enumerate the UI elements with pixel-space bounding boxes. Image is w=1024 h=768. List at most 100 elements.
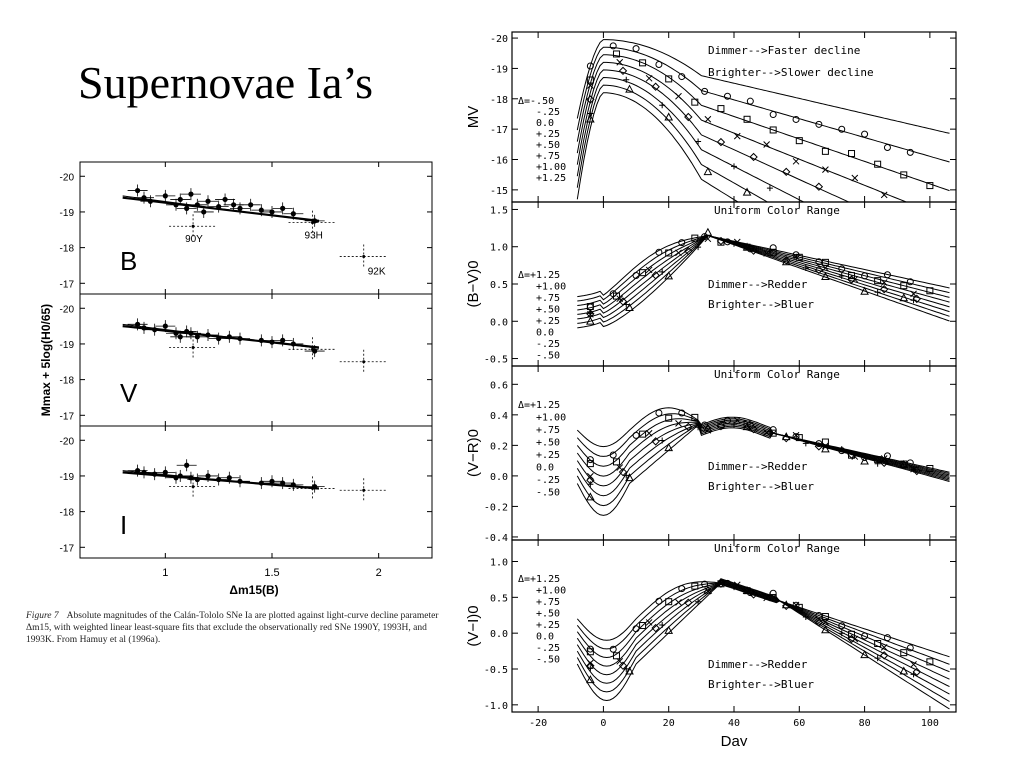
outlier-point [311, 486, 315, 490]
obs-square [926, 464, 934, 472]
obs-plus [623, 76, 630, 83]
y-tick-label: 0.4 [490, 411, 508, 422]
obs-diamond [912, 294, 922, 304]
obs-circle [861, 632, 869, 640]
obs-triangle [664, 625, 674, 634]
obs-triangle [781, 600, 791, 609]
obs-x [792, 253, 800, 260]
obs-x [645, 74, 653, 82]
obs-x [880, 191, 888, 199]
delta-label: +.50 [536, 609, 560, 620]
obs-diamond [749, 246, 758, 255]
obs-triangle [586, 316, 595, 325]
template-curves [576, 407, 950, 516]
obs-triangle [586, 675, 595, 684]
obs-circle [678, 409, 686, 417]
y-tick-label: 0.6 [490, 380, 508, 391]
delta-label: +.75 [536, 597, 560, 608]
obs-circle [815, 258, 823, 266]
delta-label: +1.00 [536, 413, 566, 424]
obs-diamond [749, 424, 758, 434]
obs-x [645, 429, 653, 437]
delta-label: +1.00 [536, 586, 566, 597]
slide-title: Supernovae Ia’s [78, 57, 374, 108]
delta-label: +.25 [536, 316, 560, 327]
obs-triangle [664, 271, 674, 280]
obs-circle [632, 45, 640, 53]
template-curve [577, 234, 950, 298]
data-point [226, 475, 232, 481]
template-curve [576, 580, 950, 680]
obs-plus [659, 268, 666, 275]
obs-circle [723, 238, 731, 246]
delta-label: +.25 [536, 620, 560, 631]
data-point [173, 202, 179, 208]
obs-triangle [781, 432, 791, 441]
y-tick-label: -17 [60, 543, 75, 554]
annotation: Dimmer-->Redder [708, 658, 808, 671]
obs-triangle [703, 423, 713, 432]
obs-circle [838, 125, 846, 133]
obs-x [851, 453, 859, 460]
obs-x [733, 416, 741, 424]
obs-plus [587, 481, 594, 488]
obs-circle [883, 452, 891, 460]
data-point [280, 205, 286, 211]
obs-plus [731, 584, 737, 591]
obs-diamond [716, 421, 726, 431]
obs-square [691, 582, 699, 590]
data-point [141, 325, 147, 331]
obs-circle [701, 233, 709, 241]
data-point [173, 475, 179, 481]
obs-x [616, 58, 624, 66]
obs-x [792, 601, 800, 609]
y-tick-label: -19 [60, 472, 75, 483]
template-curve [577, 234, 950, 324]
obs-triangle [742, 585, 752, 594]
obs-triangle [860, 650, 869, 659]
outlier-label: 93H [305, 231, 323, 242]
obs-diamond [814, 182, 824, 191]
obs-circle [906, 278, 914, 286]
obs-x [851, 174, 859, 182]
template-curve [577, 234, 950, 320]
obs-x [763, 141, 771, 148]
panel-i: -20 -19 -18 -17 I [60, 425, 433, 559]
data-point [188, 191, 194, 197]
outlier-point [191, 224, 195, 228]
obs-plus [623, 472, 630, 479]
obs-square [612, 652, 620, 660]
data-point [258, 337, 264, 343]
delta-label: -.25 [536, 339, 560, 350]
obs-x [880, 279, 888, 286]
data-point [205, 473, 211, 479]
obs-plus [659, 437, 666, 444]
y-axis-title: Mmax + 5log(H0/65) [39, 304, 53, 416]
obs-circle [792, 115, 800, 123]
obs-square [586, 648, 594, 656]
data-point [147, 198, 153, 204]
obs-triangle [664, 443, 674, 452]
data-point [226, 334, 232, 340]
obs-x [822, 618, 829, 626]
obs-square [612, 292, 620, 300]
obs-circle [723, 92, 731, 100]
obs-triangle [625, 473, 634, 482]
obs-x [704, 235, 712, 243]
template-curve [576, 76, 805, 202]
delta-label: Δ=-.50 [518, 96, 554, 107]
x-axis-title: Day [721, 733, 748, 746]
y-tick-label: -19 [490, 64, 508, 75]
obs-square [926, 287, 934, 295]
data-point [152, 327, 158, 333]
y-tick-label: 0.0 [490, 317, 508, 328]
obs-circle [861, 454, 869, 462]
obs-square [665, 249, 673, 257]
obs-square [795, 434, 803, 442]
outlier-point [362, 360, 366, 364]
data-point [184, 328, 190, 335]
obs-square [586, 303, 594, 311]
data-point [135, 467, 141, 474]
obs-plus [802, 613, 809, 620]
obs-triangle [664, 112, 674, 121]
